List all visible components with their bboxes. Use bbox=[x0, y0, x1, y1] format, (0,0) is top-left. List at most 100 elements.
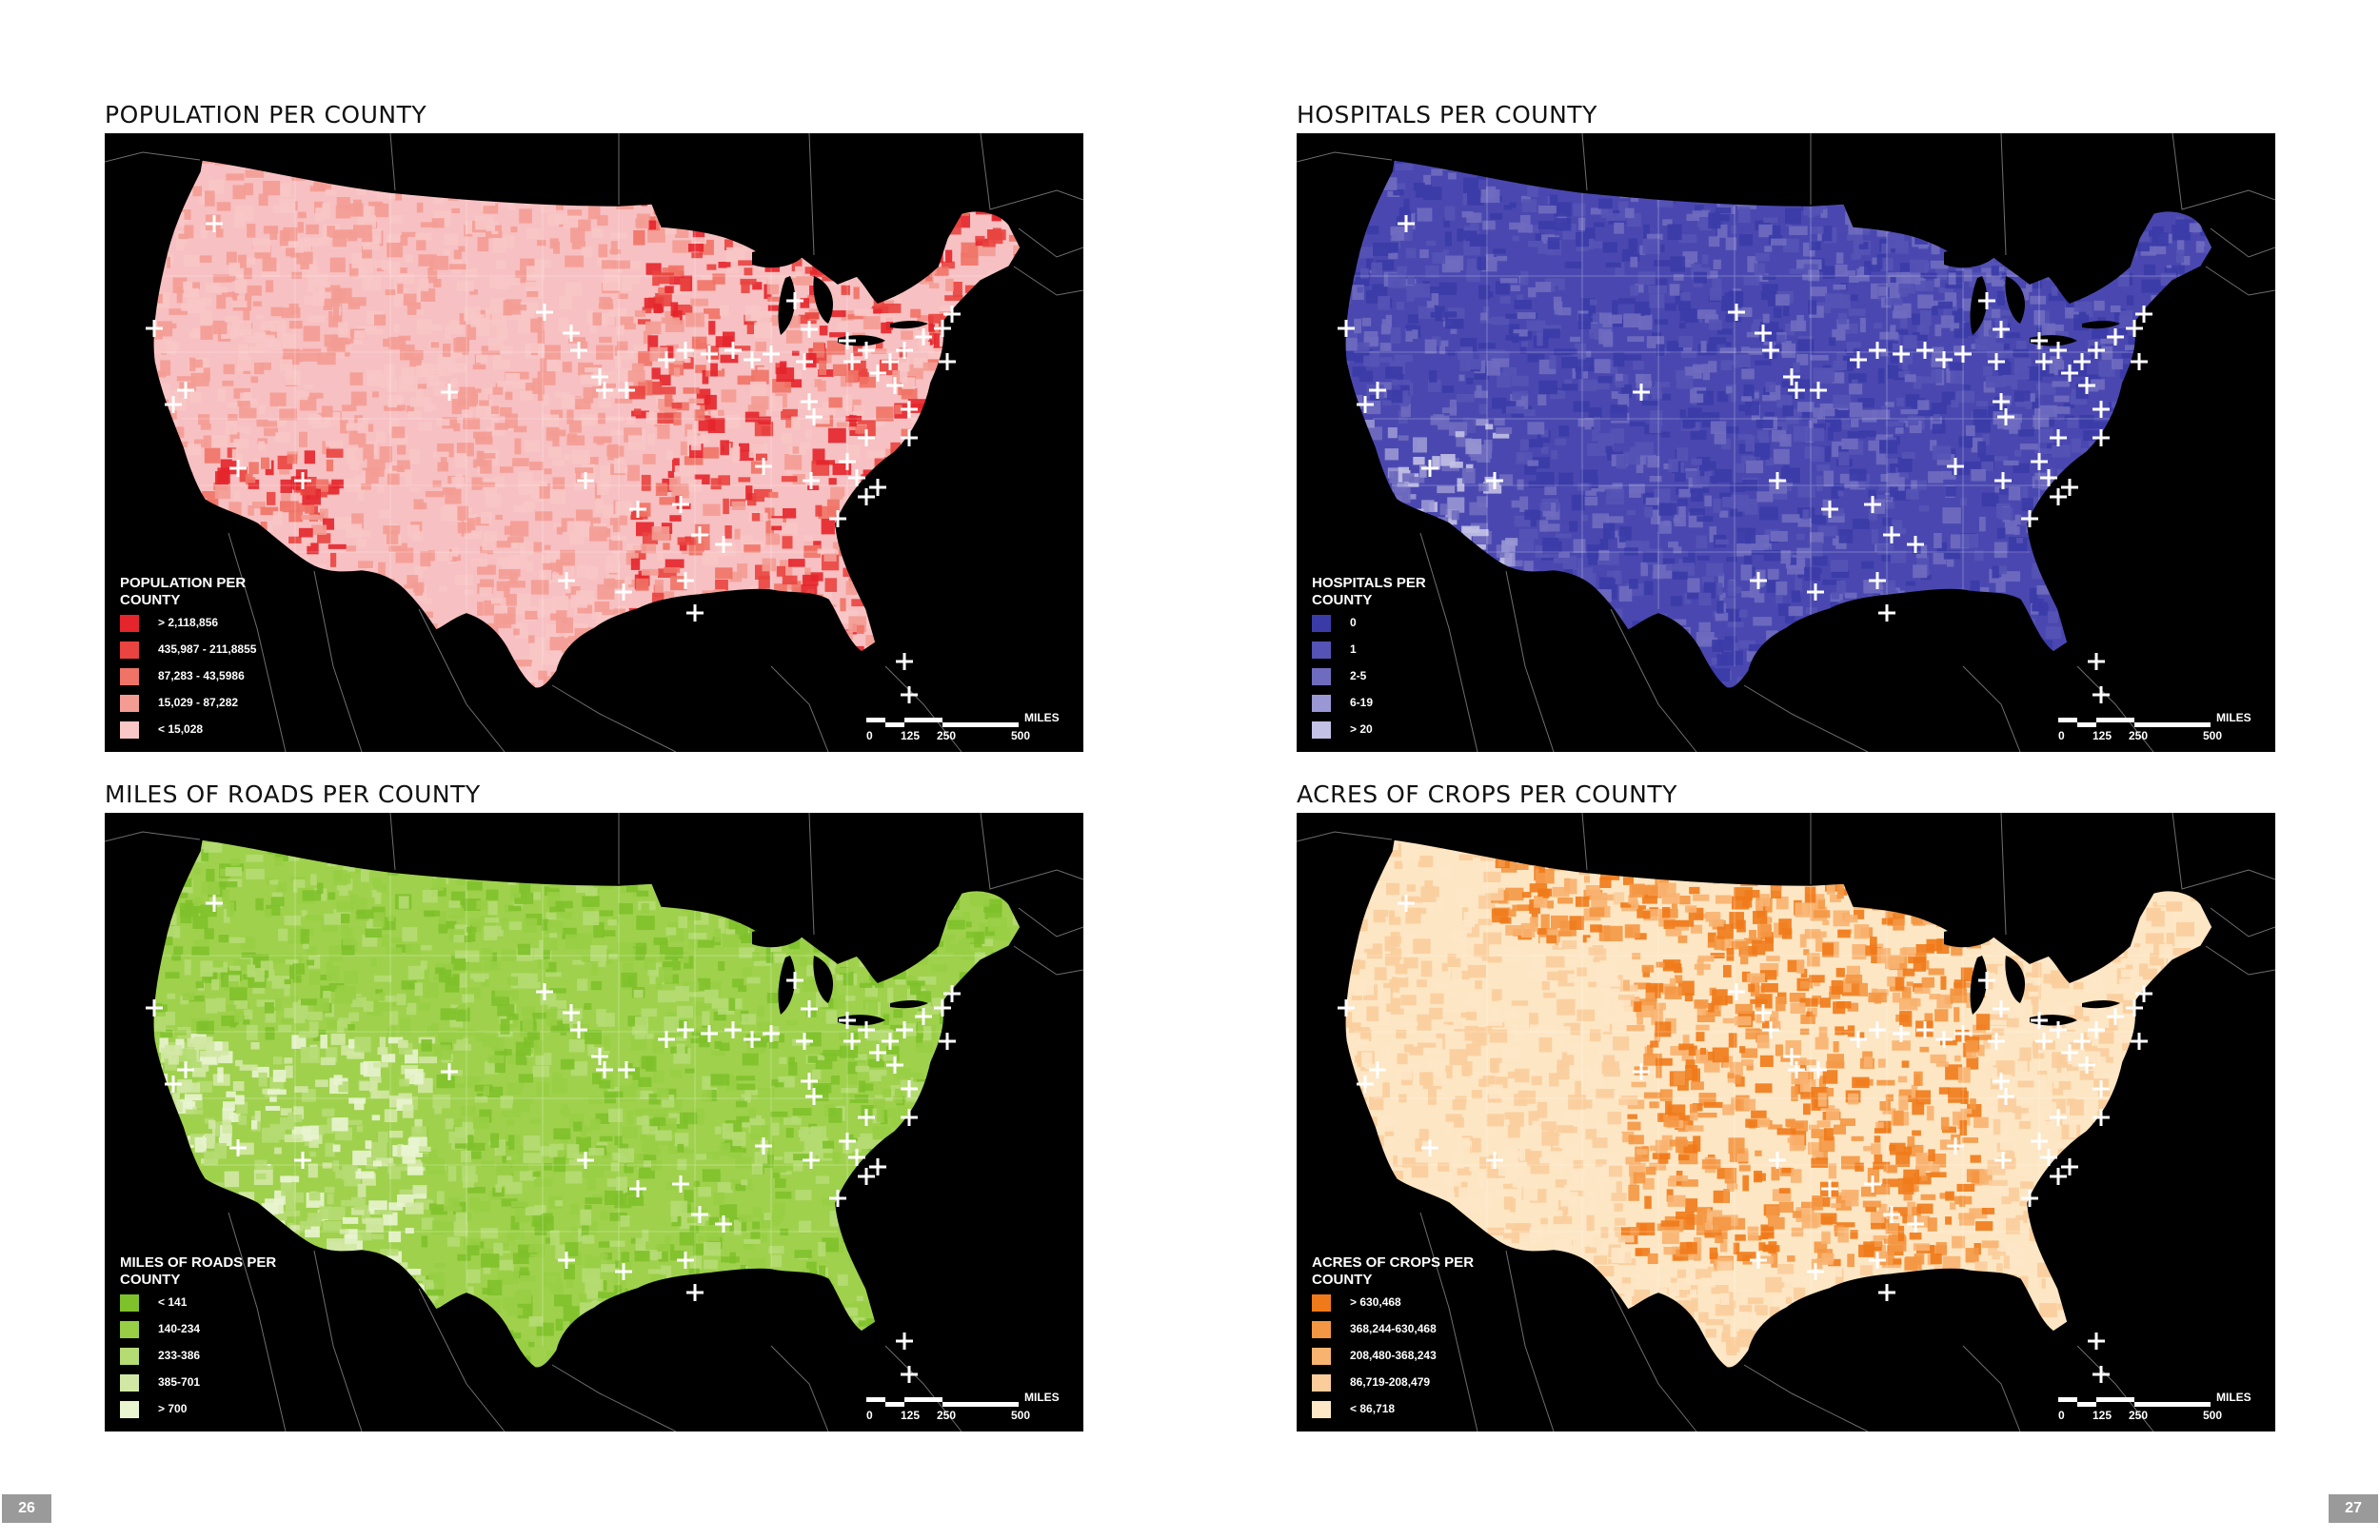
plus-cross-icon bbox=[1750, 1252, 1767, 1269]
plus-cross-icon bbox=[691, 1206, 708, 1223]
page-number-left: 26 bbox=[2, 1494, 51, 1523]
plus-cross-icon bbox=[1807, 1263, 1824, 1280]
plus-cross-icon bbox=[2073, 1033, 2091, 1050]
plus-cross-icon bbox=[939, 1033, 956, 1050]
plus-cross-icon bbox=[786, 972, 803, 989]
legend-swatch bbox=[120, 668, 139, 685]
plus-cross-icon bbox=[1947, 458, 1964, 475]
plus-cross-icon bbox=[829, 510, 846, 527]
scale-unit: MILES bbox=[1024, 1391, 1060, 1404]
plus-cross-icon bbox=[755, 458, 772, 475]
scale-tick-500: 500 bbox=[2203, 1409, 2223, 1422]
plus-cross-icon bbox=[1810, 1061, 1827, 1078]
plus-cross-icon bbox=[658, 1031, 675, 1048]
plus-cross-icon bbox=[715, 536, 732, 553]
plus-cross-icon bbox=[2135, 985, 2152, 1002]
plus-cross-icon bbox=[596, 1061, 613, 1078]
plus-cross-icon bbox=[1993, 321, 2010, 338]
scale-tick-250: 250 bbox=[2129, 729, 2149, 742]
scale-unit: MILES bbox=[2216, 1391, 2251, 1404]
plus-cross-icon bbox=[2078, 1056, 2095, 1074]
plus-cross-icon bbox=[2021, 1190, 2038, 1207]
plus-cross-icon bbox=[677, 1252, 694, 1269]
plus-cross-icon bbox=[701, 346, 718, 363]
legend-swatch bbox=[1312, 721, 1331, 739]
legend-swatch bbox=[1312, 1374, 1331, 1392]
plus-cross-icon bbox=[805, 408, 823, 425]
plus-cross-icon bbox=[577, 472, 594, 489]
map-population: POPULATION PER COUNTY > 2,118,856 435,987… bbox=[105, 133, 1083, 752]
plus-cross-icon bbox=[858, 1021, 875, 1038]
scale-tick-0: 0 bbox=[2058, 1409, 2065, 1422]
plus-cross-icon bbox=[2092, 686, 2110, 703]
plus-cross-icon bbox=[1869, 1252, 1886, 1269]
legend-title: HOSPITALS PER COUNTY bbox=[1312, 575, 1426, 608]
plus-cross-icon bbox=[915, 328, 932, 346]
plus-cross-icon bbox=[869, 479, 886, 496]
plus-cross-icon bbox=[2040, 1149, 2057, 1166]
plus-cross-icon bbox=[2092, 429, 2110, 446]
legend-item: 140-234 bbox=[120, 1315, 291, 1342]
plus-cross-icon bbox=[901, 401, 918, 418]
plus-cross-icon bbox=[1935, 1031, 1953, 1048]
scale-tick-0: 0 bbox=[866, 1409, 873, 1422]
legend-item: 385-701 bbox=[120, 1369, 291, 1395]
plus-cross-icon bbox=[1997, 408, 2014, 425]
plus-cross-icon bbox=[2088, 653, 2105, 670]
plus-cross-icon bbox=[1788, 382, 1805, 399]
city-markers bbox=[146, 895, 961, 1383]
legend-item: 15,029 - 87,282 bbox=[120, 689, 291, 716]
plus-cross-icon bbox=[1762, 342, 1779, 359]
plus-cross-icon bbox=[1421, 460, 1438, 477]
page-number-right: 27 bbox=[2329, 1494, 2378, 1523]
scale-unit: MILES bbox=[2216, 711, 2251, 724]
plus-cross-icon bbox=[796, 1033, 813, 1050]
plus-cross-icon bbox=[901, 1080, 918, 1097]
plus-cross-icon bbox=[2050, 429, 2067, 446]
map-panel-roads: MILES OF ROADS PER COUNTY MILES OF ROADS… bbox=[105, 780, 1083, 1437]
plus-cross-icon bbox=[206, 895, 223, 912]
plus-cross-icon bbox=[843, 1033, 861, 1050]
plus-cross-icon bbox=[1421, 1139, 1438, 1156]
plus-cross-icon bbox=[177, 1061, 194, 1078]
legend-swatch bbox=[1312, 642, 1331, 659]
city-markers bbox=[1338, 895, 2152, 1383]
legend-swatch bbox=[1312, 1321, 1331, 1338]
plus-cross-icon bbox=[206, 215, 223, 232]
plus-cross-icon bbox=[1988, 353, 2005, 370]
scale-bar-graphic bbox=[2058, 718, 2211, 727]
plus-cross-icon bbox=[1869, 572, 1886, 589]
map-title: ACRES OF CROPS PER COUNTY bbox=[1297, 780, 1677, 808]
us-county-map bbox=[1297, 133, 2275, 752]
plus-cross-icon bbox=[2088, 1021, 2105, 1038]
map-panel-crops: ACRES OF CROPS PER COUNTY ACRES OF CROPS… bbox=[1297, 780, 2275, 1437]
plus-cross-icon bbox=[1398, 215, 1415, 232]
scale-bar-graphic bbox=[2058, 1397, 2211, 1407]
plus-cross-icon bbox=[691, 526, 708, 543]
great-lakes bbox=[752, 247, 928, 346]
plus-cross-icon bbox=[839, 1012, 856, 1029]
legend-item: 86,719-208,479 bbox=[1312, 1369, 1483, 1395]
plus-cross-icon bbox=[1807, 583, 1824, 601]
legend-swatch bbox=[120, 721, 139, 739]
city-markers bbox=[1338, 215, 2152, 703]
plus-cross-icon bbox=[755, 1137, 772, 1155]
plus-cross-icon bbox=[882, 1033, 899, 1050]
plus-cross-icon bbox=[1993, 1073, 2010, 1090]
us-county-map bbox=[105, 813, 1083, 1431]
plus-cross-icon bbox=[618, 382, 635, 399]
plus-cross-icon bbox=[146, 999, 163, 1017]
plus-cross-icon bbox=[858, 1168, 875, 1185]
plus-cross-icon bbox=[177, 382, 194, 399]
plus-cross-icon bbox=[848, 1149, 865, 1166]
plus-cross-icon bbox=[1762, 1021, 1779, 1038]
plus-cross-icon bbox=[563, 325, 580, 342]
plus-cross-icon bbox=[441, 384, 458, 401]
plus-cross-icon bbox=[591, 368, 608, 385]
plus-cross-icon bbox=[763, 346, 780, 363]
scale-bar: MILES 0 125 250 500 bbox=[2058, 1384, 2268, 1424]
plus-cross-icon bbox=[2092, 401, 2110, 418]
plus-cross-icon bbox=[858, 342, 875, 359]
map-panel-hospitals: HOSPITALS PER COUNTY HOSPITALS PER COUNT… bbox=[1297, 101, 2275, 758]
plus-cross-icon bbox=[1994, 472, 2012, 489]
